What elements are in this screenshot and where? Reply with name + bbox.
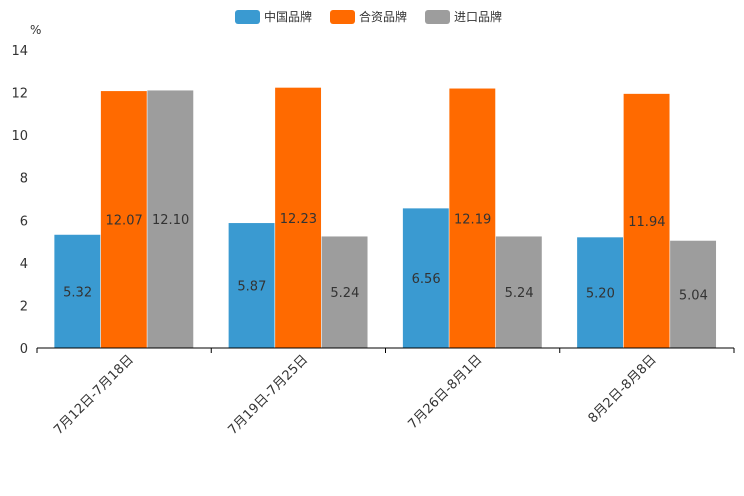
y-axis-unit-label: %: [30, 23, 41, 37]
data-label: 5.04: [679, 288, 708, 303]
y-tick-label: 10: [11, 129, 28, 144]
bar-series0-cat1: [228, 223, 275, 348]
bars: [54, 87, 717, 349]
y-axis: 0 2 4 6 8 10 12 14: [11, 44, 28, 357]
bar-series0-cat0: [54, 234, 101, 348]
y-tick-label: 2: [20, 299, 28, 314]
x-tick-label: 7月12日-7月18日: [51, 352, 137, 438]
bar-series1-cat0: [100, 91, 147, 349]
x-axis: 7月12日-7月18日 7月19日-7月25日 7月26日-8月1日 8月2日-8月8…: [36, 347, 735, 438]
bar-series1-cat2: [449, 88, 496, 348]
data-label: 12.07: [106, 214, 143, 229]
data-label: 5.87: [237, 280, 266, 295]
data-label: 5.32: [63, 285, 92, 300]
data-labels: 5.32 12.07 12.10 5.87 12.23 5.24 6.56 12.19 5.24…: [63, 212, 708, 304]
legend-swatch-2[interactable]: [425, 10, 450, 24]
bar-series0-cat3: [577, 237, 624, 348]
data-label: 5.20: [586, 287, 615, 302]
legend-swatch-1[interactable]: [330, 10, 355, 24]
legend[interactable]: 中国品牌 合资品牌 进口品牌: [235, 9, 502, 24]
legend-label-1[interactable]: 合资品牌: [359, 9, 407, 24]
x-tick-label: 7月19日-7月25日: [225, 352, 311, 438]
data-label: 6.56: [412, 272, 441, 287]
bar-series2-cat3: [670, 240, 717, 348]
x-tick-label: 7月26日-8月1日: [406, 352, 486, 432]
bar-series1-cat3: [623, 93, 670, 348]
legend-label-0[interactable]: 中国品牌: [264, 9, 312, 24]
legend-swatch-0[interactable]: [235, 10, 260, 24]
y-tick-label: 6: [20, 214, 28, 229]
data-label: 12.23: [280, 212, 317, 227]
y-tick-label: 4: [20, 257, 28, 272]
y-tick-label: 8: [20, 172, 28, 187]
data-label: 5.24: [505, 286, 534, 301]
data-label: 11.94: [628, 215, 665, 230]
bar-series2-cat0: [147, 90, 194, 348]
data-label: 12.10: [152, 213, 189, 228]
y-tick-label: 0: [20, 342, 28, 357]
bar-series1-cat1: [275, 87, 322, 348]
bar-series2-cat1: [321, 236, 368, 348]
legend-label-2[interactable]: 进口品牌: [454, 10, 502, 24]
bar-series0-cat2: [402, 208, 449, 348]
data-label: 12.19: [454, 212, 491, 227]
data-label: 5.24: [330, 286, 359, 301]
y-tick-label: 14: [11, 44, 28, 59]
bar-series2-cat2: [495, 236, 542, 348]
y-tick-label: 12: [11, 87, 28, 102]
x-tick-label: 8月2日-8月8日: [586, 352, 660, 426]
